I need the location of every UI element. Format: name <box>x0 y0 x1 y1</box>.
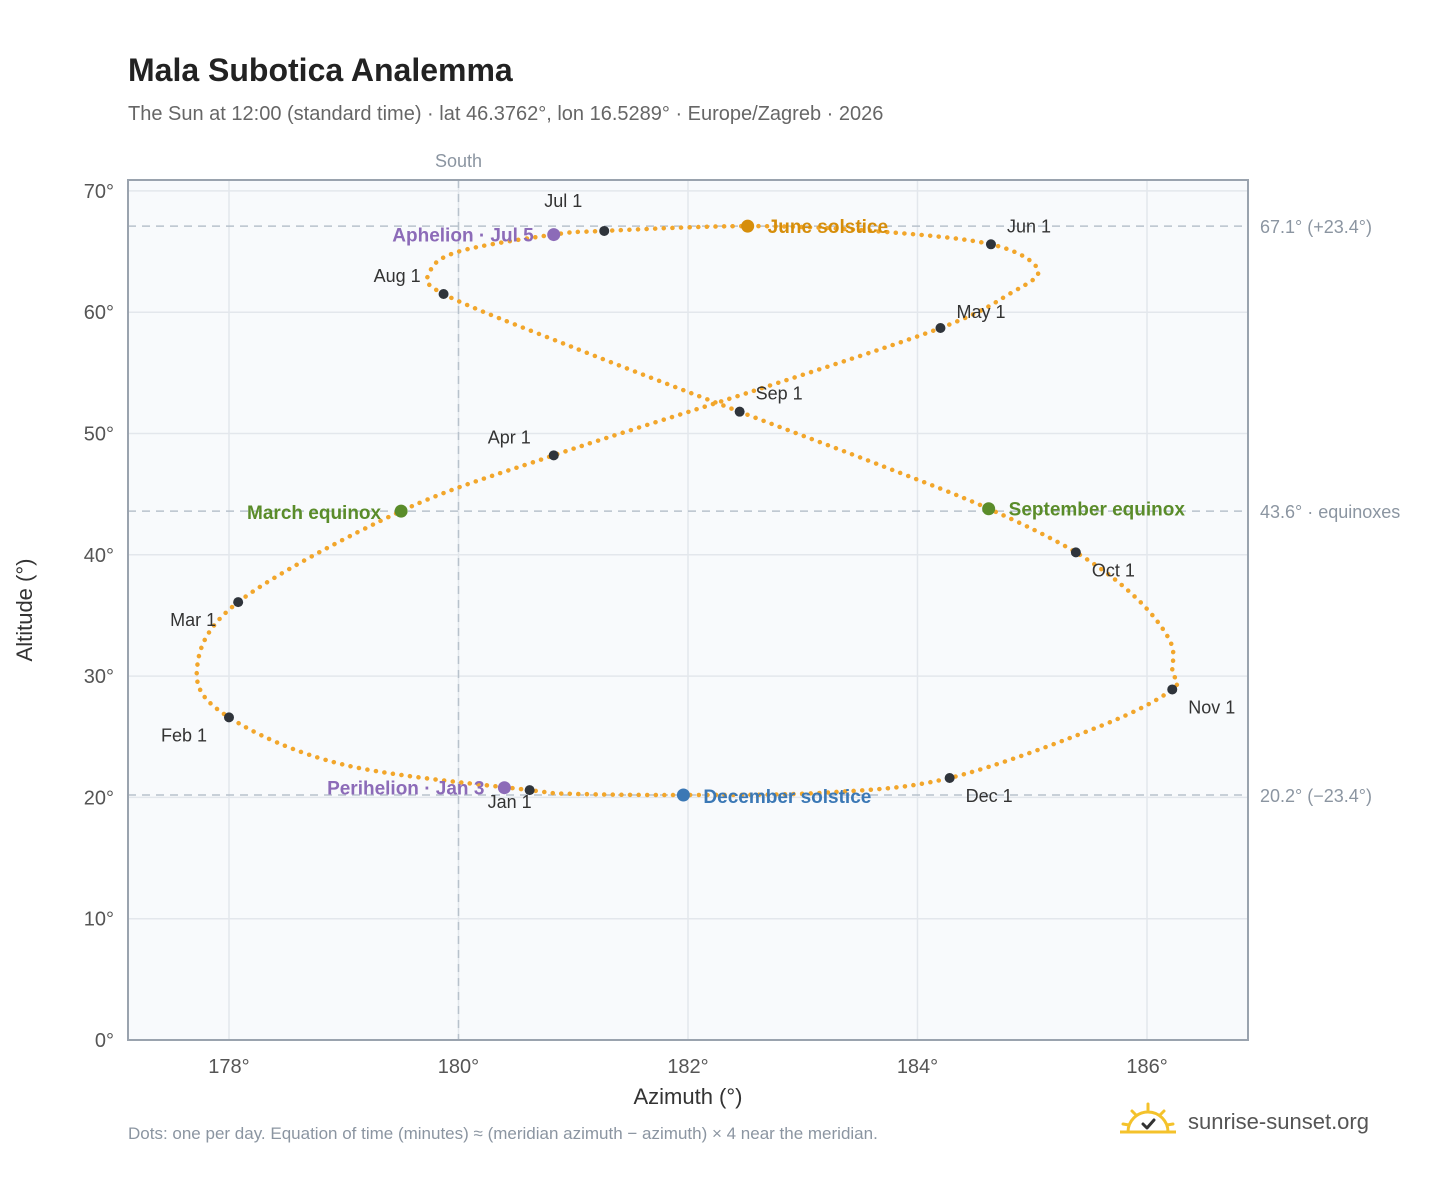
x-tick-label: 186° <box>1126 1056 1167 1078</box>
month-marker-label: Apr 1 <box>488 427 531 447</box>
month-marker <box>438 289 449 300</box>
event-marker <box>676 788 690 802</box>
month-marker-label: Sep 1 <box>756 384 803 404</box>
month-marker-label: May 1 <box>956 302 1005 322</box>
month-marker <box>935 322 946 333</box>
month-marker-label: Dec 1 <box>966 786 1013 806</box>
month-marker <box>985 239 996 250</box>
analemma-series <box>194 223 1180 798</box>
month-marker-label: Feb 1 <box>161 725 207 745</box>
month-marker <box>944 772 955 783</box>
x-tick-label: 182° <box>667 1056 708 1078</box>
event-label: September equinox <box>1009 500 1186 521</box>
footnote: Dots: one per day. Equation of time (min… <box>128 1124 878 1143</box>
event-label: Perihelion · Jan 3 <box>327 779 484 800</box>
month-marker-label: Nov 1 <box>1188 697 1235 717</box>
month-marker-label: Jul 1 <box>544 191 582 211</box>
plot-frame <box>127 179 1249 1041</box>
x-tick-label: 178° <box>208 1056 249 1078</box>
sun-logo-icon <box>1120 1102 1176 1134</box>
event-marker <box>497 781 511 795</box>
month-marker <box>233 597 244 608</box>
month-marker-label: Jun 1 <box>1007 216 1051 236</box>
month-marker <box>524 785 535 796</box>
event-label: December solstice <box>703 787 871 808</box>
event-marker <box>982 502 996 516</box>
brand-name: sunrise-sunset.org <box>1188 1109 1369 1134</box>
reference-line-label: 20.2° (−23.4°) <box>1260 786 1372 806</box>
month-marker <box>599 225 610 236</box>
y-tick-label: 50° <box>84 424 114 446</box>
y-tick-label: 70° <box>84 181 114 203</box>
y-tick-label: 20° <box>84 787 114 809</box>
month-marker <box>1070 547 1081 558</box>
meridian-label: South <box>435 151 482 171</box>
y-axis-title: Altitude (°) <box>12 559 37 662</box>
chart-subtitle: The Sun at 12:00 (standard time) · lat 4… <box>128 103 884 125</box>
x-tick-label: 184° <box>897 1056 938 1078</box>
reference-line-label: 67.1° (+23.4°) <box>1260 217 1372 237</box>
x-tick-label: 180° <box>438 1056 479 1078</box>
event-label: Aphelion · Jul 5 <box>392 226 534 247</box>
month-marker-label: Mar 1 <box>170 610 216 630</box>
month-marker-label: Jan 1 <box>488 792 532 812</box>
y-tick-label: 40° <box>84 545 114 567</box>
month-marker <box>734 406 745 417</box>
chart-title: Mala Subotica Analemma <box>128 52 513 88</box>
event-label: March equinox <box>247 503 382 524</box>
y-tick-label: 60° <box>84 302 114 324</box>
y-tick-label: 0° <box>95 1030 114 1052</box>
x-axis-title: Azimuth (°) <box>633 1084 742 1109</box>
month-marker <box>1167 684 1178 695</box>
month-marker <box>548 450 559 461</box>
event-marker <box>547 228 561 242</box>
event-label: June solstice <box>768 217 888 238</box>
reference-line-label: 43.6° · equinoxes <box>1260 502 1400 522</box>
event-marker <box>741 219 755 233</box>
month-marker <box>223 712 234 723</box>
event-marker <box>394 504 408 518</box>
brand[interactable]: sunrise-sunset.org <box>1120 1102 1369 1142</box>
y-tick-label: 10° <box>84 909 114 931</box>
month-marker-label: Aug 1 <box>374 266 421 286</box>
y-tick-label: 30° <box>84 666 114 688</box>
month-marker-label: Oct 1 <box>1092 560 1135 580</box>
